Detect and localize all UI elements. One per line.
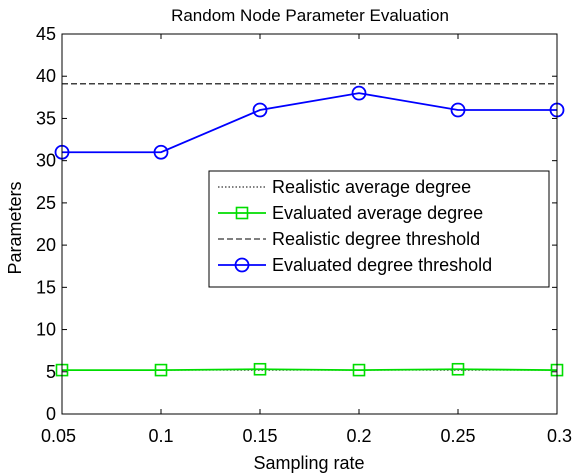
x-tick-label-3: 0.2 — [346, 426, 371, 446]
legend: Realistic average degree Evaluated averag… — [208, 170, 550, 288]
series-line-1 — [62, 368, 558, 371]
y-tick-label-2: 10 — [36, 320, 56, 340]
axes-layer: 0.05 0.1 0.15 0.2 0.25 0.3 0 5 10 15 20 25 30 35 40 45 — [36, 24, 572, 446]
x-axis-label: Sampling rate — [253, 453, 364, 473]
y-tick-label-5: 25 — [36, 193, 56, 213]
y-tick-label-3: 15 — [36, 277, 56, 297]
x-tick-label-4: 0.25 — [440, 426, 475, 446]
legend-marker-1 — [235, 206, 249, 220]
y-tick-label-0: 0 — [46, 404, 56, 424]
plot-frame — [61, 33, 558, 415]
chart-title: Random Node Parameter Evaluation — [171, 6, 449, 25]
data-point-3-3 — [351, 85, 367, 101]
y-tick-label-4: 20 — [36, 235, 56, 255]
data-point-3-2 — [252, 102, 268, 118]
x-tick-label-1: 0.1 — [148, 426, 173, 446]
legend-label-1: Evaluated average degree — [272, 203, 483, 223]
data-point-1-4 — [451, 362, 465, 376]
y-tick-label-6: 30 — [36, 151, 56, 171]
series-3 — [54, 85, 565, 160]
series-1 — [55, 362, 564, 377]
legend-label-2: Realistic degree threshold — [272, 229, 480, 249]
y-tick-label-9: 45 — [36, 24, 56, 44]
data-point-3-4 — [450, 102, 466, 118]
series-layer — [54, 83, 565, 377]
data-point-1-3 — [352, 363, 366, 377]
data-point-1-1 — [154, 363, 168, 377]
x-tick-label-5: 0.3 — [547, 426, 572, 446]
x-tick-label-0: 0.05 — [41, 426, 76, 446]
legend-box — [208, 170, 550, 288]
legend-label-0: Realistic average degree — [272, 177, 471, 197]
x-tick-label-2: 0.15 — [242, 426, 277, 446]
legend-label-3: Evaluated degree threshold — [272, 255, 492, 275]
legend-marker-3 — [234, 257, 250, 273]
data-point-1-2 — [253, 362, 267, 376]
y-tick-label-1: 5 — [46, 362, 56, 382]
y-tick-label-7: 35 — [36, 108, 56, 128]
y-axis-label: Parameters — [5, 181, 25, 274]
series-line-3 — [62, 92, 557, 154]
y-tick-label-8: 40 — [36, 66, 56, 86]
data-point-3-1 — [153, 144, 169, 160]
